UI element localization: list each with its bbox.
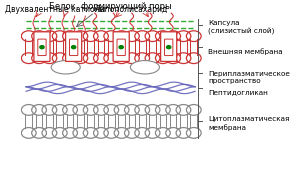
FancyBboxPatch shape (113, 32, 129, 61)
FancyBboxPatch shape (34, 32, 50, 61)
FancyBboxPatch shape (66, 32, 82, 61)
Text: Капсула
(слизистый слой): Капсула (слизистый слой) (208, 20, 275, 35)
Circle shape (119, 46, 123, 49)
Text: Пептидогликан: Пептидогликан (208, 89, 268, 95)
Circle shape (40, 46, 44, 49)
FancyBboxPatch shape (38, 39, 46, 56)
Text: Периплазматическое
пространство: Периплазматическое пространство (208, 71, 290, 84)
FancyBboxPatch shape (70, 39, 78, 56)
Text: Липополисахарид: Липополисахарид (95, 5, 168, 14)
Ellipse shape (51, 61, 80, 74)
FancyBboxPatch shape (160, 32, 177, 61)
Ellipse shape (130, 61, 160, 74)
Text: Белок, формирующий поры: Белок, формирующий поры (49, 2, 172, 11)
Text: Цитоплазматическая
мембрана: Цитоплазматическая мембрана (208, 116, 290, 131)
Text: Двухвалентные катионы: Двухвалентные катионы (5, 5, 106, 14)
FancyBboxPatch shape (117, 39, 125, 56)
Circle shape (167, 46, 171, 49)
Text: Внешняя мембрана: Внешняя мембрана (208, 48, 283, 55)
Circle shape (71, 46, 76, 49)
FancyBboxPatch shape (164, 39, 173, 56)
